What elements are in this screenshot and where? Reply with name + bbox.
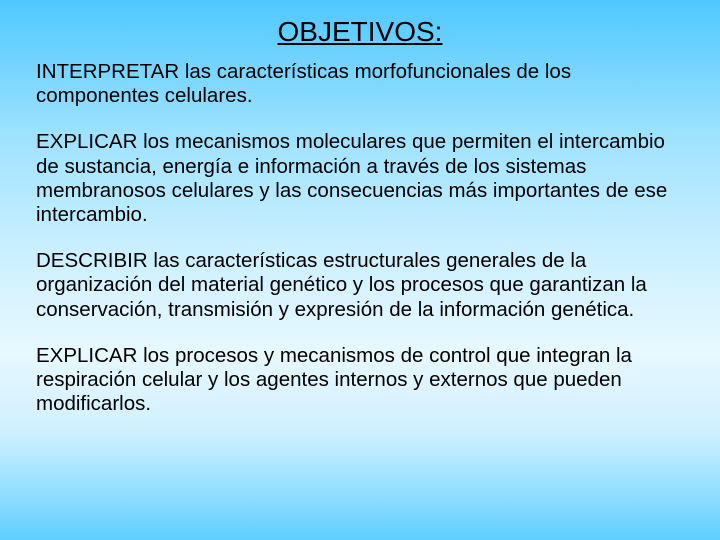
slide-title: OBJETIVOS:: [156, 16, 564, 48]
slide: OBJETIVOS: INTERPRETAR las característic…: [0, 0, 720, 540]
objective-item: EXPLICAR los mecanismos moleculares que …: [36, 130, 684, 227]
objective-item: DESCRIBIR las características estructura…: [36, 249, 684, 322]
objective-item: INTERPRETAR las características morfofun…: [36, 60, 684, 108]
objective-item: EXPLICAR los procesos y mecanismos de co…: [36, 344, 684, 417]
